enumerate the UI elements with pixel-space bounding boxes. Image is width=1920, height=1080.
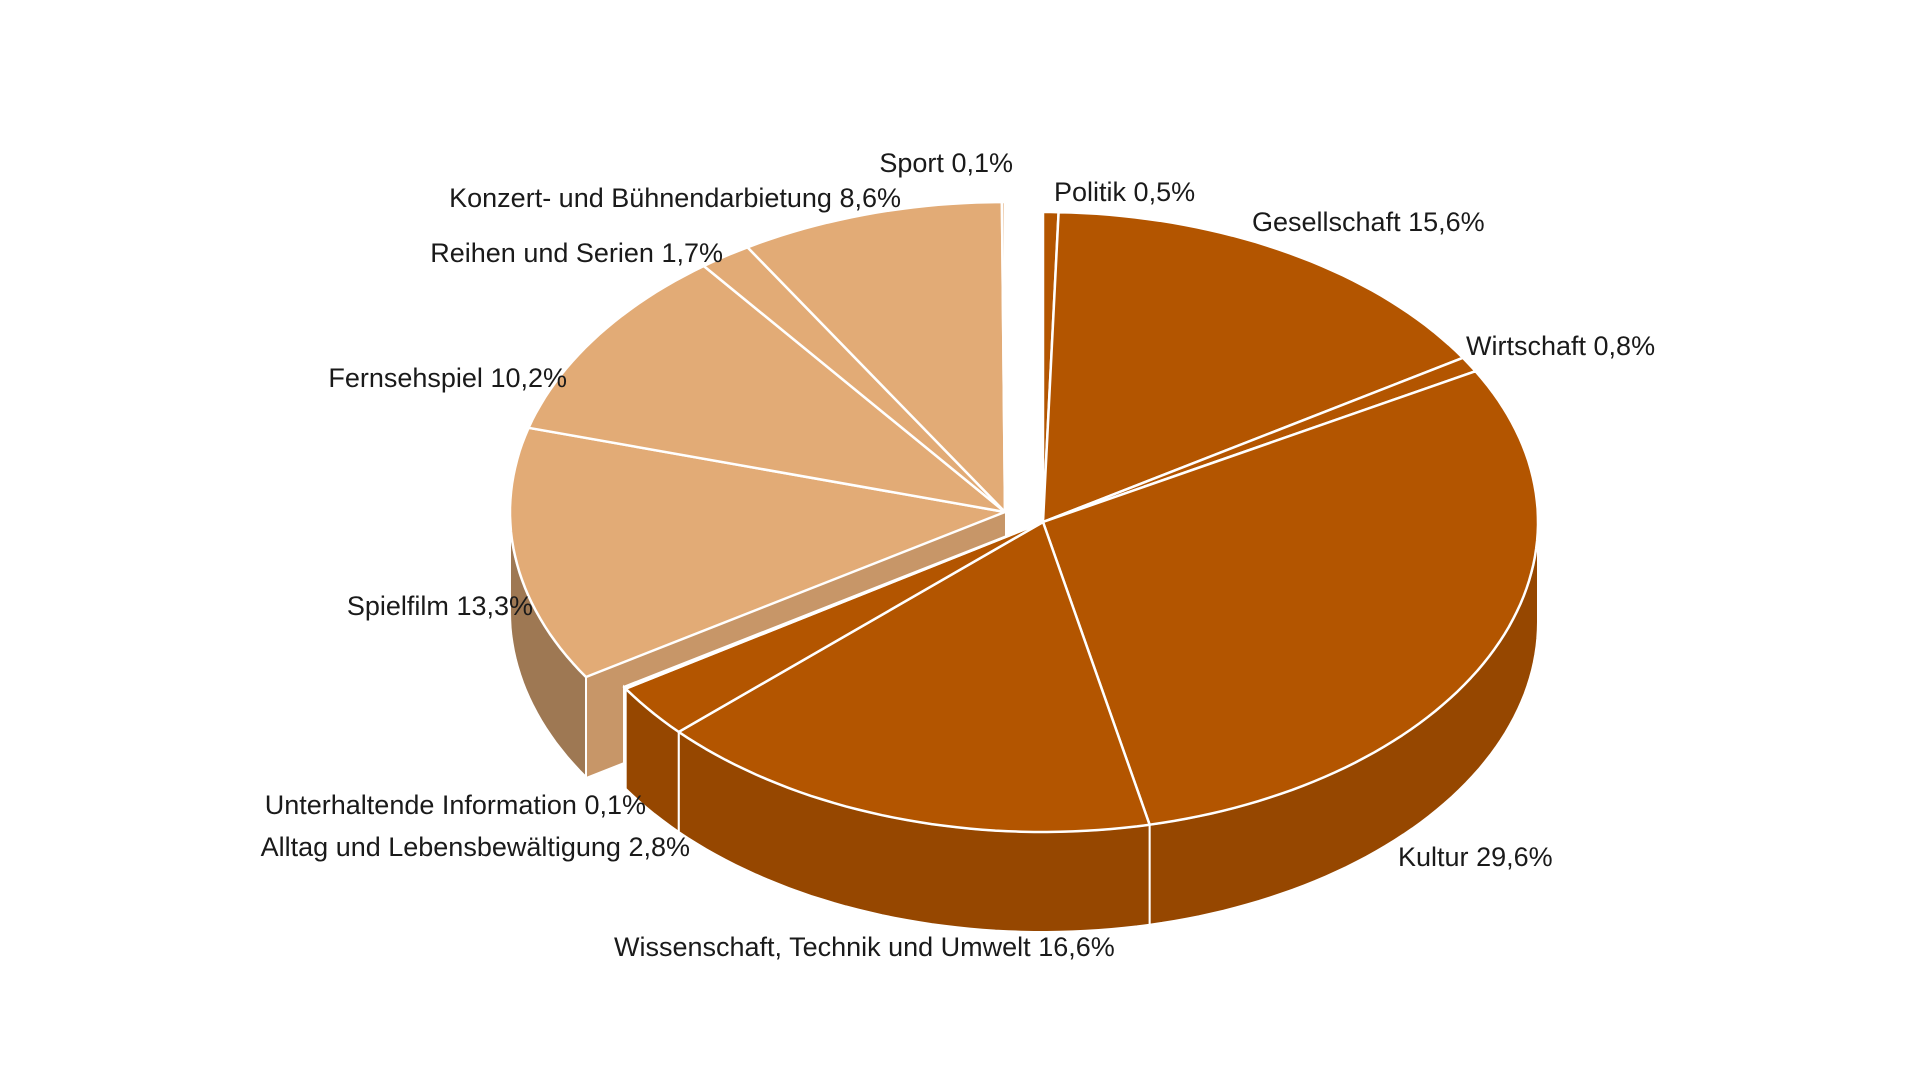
value-label: 29,6% [1476, 842, 1553, 872]
slice [624, 520, 1045, 734]
category-name: Wissenschaft, Technik und Umwelt [614, 932, 1031, 962]
value-label: 1,7% [661, 238, 723, 268]
slice-label: Fernsehspiel 10,2% [328, 363, 567, 393]
slice-label: Sport 0,1% [879, 148, 1013, 178]
category-name: Reihen und Serien [430, 238, 654, 268]
slice [1041, 369, 1540, 826]
slice-label: Wirtschaft 0,8% [1466, 331, 1655, 361]
category-name: Alltag und Lebensbewältigung [261, 832, 621, 862]
slice [622, 520, 1045, 690]
slice-label: Wissenschaft, Technik und Umwelt 16,6% [614, 932, 1115, 962]
value-label: 0,5% [1134, 177, 1196, 207]
slice-label: Alltag und Lebensbewältigung 2,8% [261, 832, 690, 862]
category-name: Unterhaltende Information [265, 790, 577, 820]
slice [746, 200, 1007, 514]
category-name: Fernsehspiel [328, 363, 483, 393]
category-name: Wirtschaft [1466, 331, 1587, 361]
slice-label: Unterhaltende Information 0,1% [265, 790, 646, 820]
slice-label: Spielfilm 13,3% [347, 591, 533, 621]
value-label: 10,2% [490, 363, 567, 393]
value-label: 2,8% [628, 832, 690, 862]
category-name: Spielfilm [347, 591, 449, 621]
slice [702, 246, 1007, 514]
slice-label: Politik 0,5% [1054, 177, 1195, 207]
category-name: Sport [879, 148, 944, 178]
slice-label: Gesellschaft 15,6% [1252, 207, 1485, 237]
tops [508, 200, 1540, 834]
slice [677, 520, 1151, 834]
slice [1000, 200, 1007, 514]
slice [527, 264, 1007, 514]
value-label: 8,6% [839, 183, 901, 213]
value-label: 0,1% [951, 148, 1013, 178]
slice-label: Reihen und Serien 1,7% [430, 238, 723, 268]
category-name: Kultur [1398, 842, 1469, 872]
value-label: 0,1% [584, 790, 646, 820]
category-name: Gesellschaft [1252, 207, 1401, 237]
slice-label: Kultur 29,6% [1398, 842, 1553, 872]
slice-label: Konzert- und Bühnendarbietung 8,6% [449, 183, 901, 213]
value-label: 15,6% [1408, 207, 1485, 237]
slice [1041, 210, 1465, 524]
slice-side [623, 684, 627, 792]
value-label: 0,8% [1594, 331, 1656, 361]
category-name: Politik [1054, 177, 1127, 207]
value-label: 16,6% [1038, 932, 1115, 962]
category-name: Konzert- und Bühnendarbietung [449, 183, 832, 213]
value-label: 13,3% [456, 591, 533, 621]
slice [508, 426, 1007, 679]
